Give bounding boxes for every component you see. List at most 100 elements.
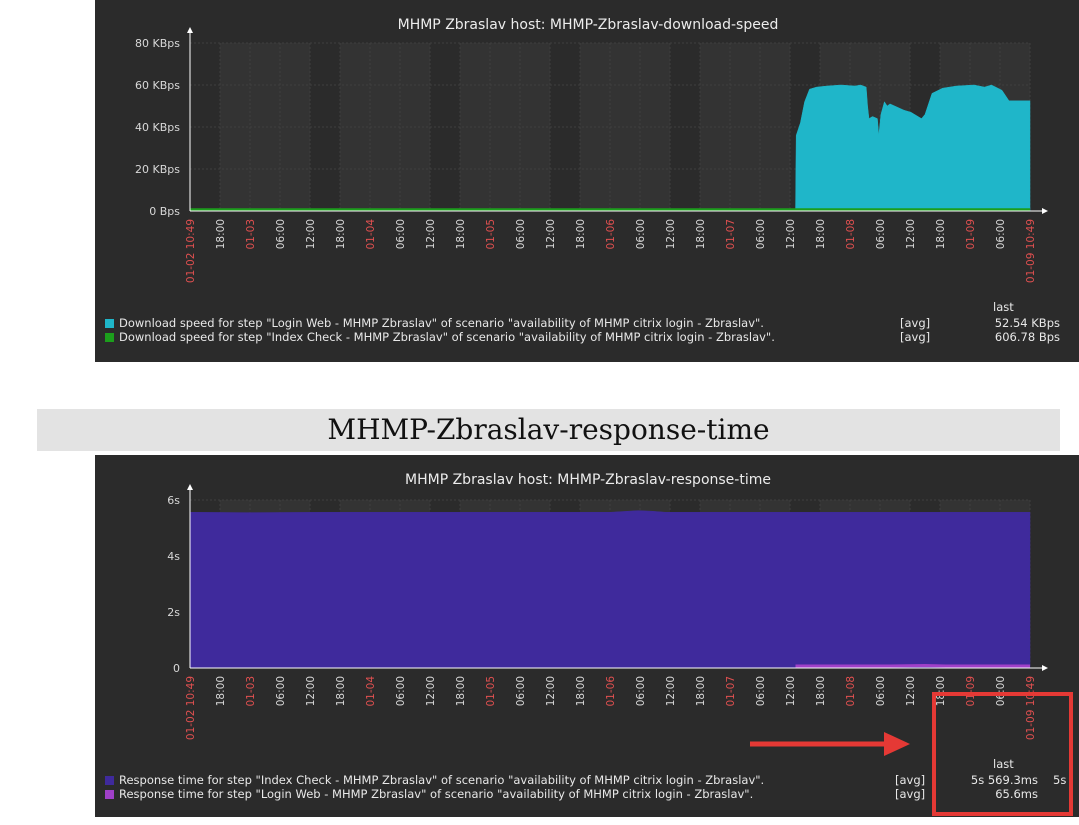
- x-tick-label: 01-08: [845, 219, 857, 250]
- chart-title: MHMP Zbraslav host: MHMP-Zbraslav-downlo…: [398, 17, 779, 33]
- x-tick-label: 18:00: [335, 676, 347, 706]
- x-tick-label: 12:00: [425, 676, 437, 706]
- x-tick-label: 01-09: [965, 676, 977, 707]
- legend-label: Download speed for step "Login Web - MHM…: [119, 316, 764, 330]
- x-tick-label: 18:00: [935, 219, 947, 249]
- legend-last-value: 65.6ms: [995, 787, 1038, 801]
- x-tick-label: 06:00: [275, 219, 287, 249]
- night-band: [340, 43, 430, 211]
- series-area: [189, 510, 1031, 669]
- legend-function: [avg]: [895, 787, 926, 801]
- x-tick-label: 12:00: [545, 676, 557, 706]
- x-tick-label: 18:00: [575, 219, 587, 249]
- highlight-box: [932, 692, 1073, 816]
- x-tick-label: 12:00: [905, 676, 917, 706]
- section-title: MHMP-Zbraslav-response-time: [37, 409, 1060, 451]
- legend-label: Download speed for step "Index Check - M…: [119, 330, 775, 344]
- legend-swatch: [105, 333, 114, 342]
- x-tick-label: 06:00: [995, 676, 1007, 706]
- x-tick-label: 12:00: [785, 219, 797, 249]
- x-tick-label: 06:00: [635, 676, 647, 706]
- legend-last-header: last: [993, 300, 1014, 314]
- y-tick-label: 20 KBps: [135, 163, 180, 176]
- legend-row: Response time for step "Index Check - MH…: [105, 773, 1066, 787]
- x-tick-label: 18:00: [815, 676, 827, 706]
- x-tick-label: 01-05: [485, 676, 497, 707]
- series-line: [795, 663, 1030, 668]
- night-band: [460, 43, 550, 211]
- response-time-graph-panel: MHMP Zbraslav host: MHMP-Zbraslav-respon…: [95, 455, 1079, 817]
- x-tick-label: 01-04: [365, 676, 377, 707]
- y-tick-label: 2s: [167, 606, 180, 619]
- x-tick-label: 18:00: [455, 676, 467, 706]
- red-arrow-icon: [750, 732, 910, 756]
- x-tick-label: 06:00: [635, 219, 647, 249]
- x-tick-label: 01-08: [845, 676, 857, 707]
- legend-last-value: 5s 569.3ms: [970, 773, 1038, 787]
- legend-label: Response time for step "Login Web - MHMP…: [119, 787, 754, 801]
- x-tick-label: 12:00: [545, 219, 557, 249]
- x-tick-label: 18:00: [575, 676, 587, 706]
- legend-overflow-text: 5s: [1053, 773, 1067, 787]
- x-tick-label: 01-03: [245, 676, 257, 707]
- night-band: [700, 43, 790, 211]
- legend-function: [avg]: [895, 773, 926, 787]
- x-tick-label: 12:00: [665, 676, 677, 706]
- x-tick-label: 18:00: [695, 219, 707, 249]
- x-axis-arrow: [1042, 665, 1048, 671]
- y-tick-label: 4s: [167, 550, 180, 563]
- x-tick-label: 01-02 10:49: [185, 676, 197, 740]
- x-axis-arrow: [1042, 208, 1048, 214]
- x-tick-label: 06:00: [395, 676, 407, 706]
- x-tick-label: 01-05: [485, 219, 497, 250]
- x-tick-label: 01-07: [725, 676, 737, 707]
- x-tick-label: 18:00: [935, 676, 947, 706]
- x-tick-label: 01-04: [365, 219, 377, 250]
- legend-row: Response time for step "Login Web - MHMP…: [105, 787, 1038, 801]
- y-axis-arrow: [187, 27, 193, 33]
- night-band: [580, 43, 670, 211]
- y-tick-label: 0 Bps: [149, 205, 180, 218]
- x-tick-label: 01-02 10:49: [185, 219, 197, 283]
- x-tick-label: 06:00: [515, 676, 527, 706]
- night-band: [220, 43, 310, 211]
- x-tick-label: 18:00: [455, 219, 467, 249]
- x-tick-label: 06:00: [755, 676, 767, 706]
- legend-swatch: [105, 776, 114, 785]
- x-tick-label: 12:00: [305, 219, 317, 249]
- x-tick-label: 18:00: [695, 676, 707, 706]
- legend-row: Download speed for step "Index Check - M…: [105, 330, 1060, 344]
- x-tick-label: 18:00: [335, 219, 347, 249]
- x-tick-label: 06:00: [875, 219, 887, 249]
- x-tick-label: 01-06: [605, 676, 617, 707]
- legend-label: Response time for step "Index Check - MH…: [119, 773, 765, 787]
- x-tick-label: 06:00: [755, 219, 767, 249]
- legend-function: [avg]: [900, 330, 931, 344]
- download-speed-graph-panel: MHMP Zbraslav host: MHMP-Zbraslav-downlo…: [95, 0, 1079, 362]
- x-tick-label: 06:00: [875, 676, 887, 706]
- legend-swatch: [105, 790, 114, 799]
- x-tick-label: 12:00: [665, 219, 677, 249]
- x-tick-label: 18:00: [815, 219, 827, 249]
- x-tick-label: 18:00: [215, 676, 227, 706]
- x-tick-label: 12:00: [425, 219, 437, 249]
- legend-swatch: [105, 319, 114, 328]
- series-area: [795, 84, 1031, 212]
- x-tick-label: 01-07: [725, 219, 737, 250]
- response-time-chart: MHMP Zbraslav host: MHMP-Zbraslav-respon…: [167, 472, 1048, 740]
- legend-function: [avg]: [900, 316, 931, 330]
- x-tick-label: 01-09: [965, 219, 977, 250]
- legend-last-header: last: [993, 757, 1014, 771]
- y-tick-label: 80 KBps: [135, 37, 180, 50]
- y-tick-label: 60 KBps: [135, 79, 180, 92]
- x-tick-label: 01-09 10:49: [1025, 219, 1037, 283]
- legend-last-value: 606.78 Bps: [994, 330, 1060, 344]
- x-tick-label: 06:00: [395, 219, 407, 249]
- legend-row: Download speed for step "Login Web - MHM…: [105, 316, 1060, 330]
- legend-last-value: 52.54 KBps: [994, 316, 1060, 330]
- x-tick-label: 01-03: [245, 219, 257, 250]
- chart-title: MHMP Zbraslav host: MHMP-Zbraslav-respon…: [405, 472, 771, 488]
- y-tick-label: 6s: [167, 494, 180, 507]
- x-tick-label: 01-06: [605, 219, 617, 250]
- x-tick-label: 12:00: [785, 676, 797, 706]
